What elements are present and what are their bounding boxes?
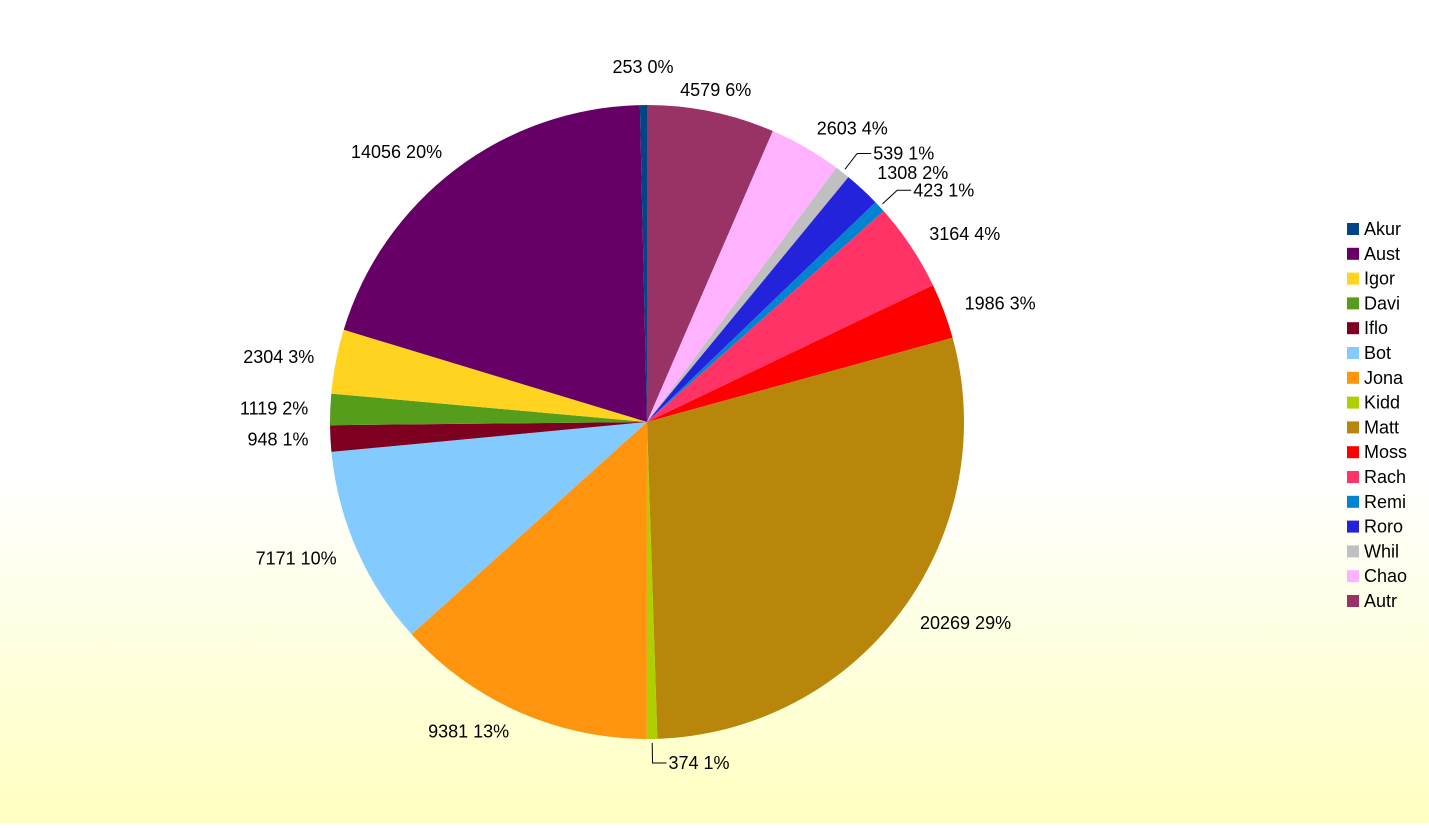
legend-label-chao: Chao xyxy=(1364,566,1407,586)
legend-item-matt: Matt xyxy=(1347,417,1399,437)
legend-swatch-kidd xyxy=(1347,396,1359,409)
legend-swatch-jona xyxy=(1347,371,1359,384)
pie-slice-igor xyxy=(331,329,647,422)
pie-slice-roro xyxy=(647,177,876,422)
legend-swatch-moss xyxy=(1347,446,1359,459)
legend-item-whil: Whil xyxy=(1347,541,1399,561)
legend-label-matt: Matt xyxy=(1364,417,1399,437)
legend: Akur Aust Igor Davi Iflo Bot Jona Kidd Matt Moss R… xyxy=(1347,219,1407,611)
legend-item-chao: Chao xyxy=(1347,566,1407,586)
legend-item-kidd: Kidd xyxy=(1347,393,1400,413)
pie-slice-kidd xyxy=(646,422,658,740)
pie-slice-chao xyxy=(647,131,837,423)
legend-swatch-remi xyxy=(1347,495,1359,508)
pie-slice-jona xyxy=(411,422,647,739)
legend-item-davi: Davi xyxy=(1347,293,1400,313)
data-label-whil: 539 1% xyxy=(873,144,934,164)
leader-lines xyxy=(651,153,912,764)
legend-item-roro: Roro xyxy=(1347,517,1403,537)
legend-item-aust: Aust xyxy=(1347,244,1400,264)
leader-line-remi xyxy=(882,189,912,205)
pie-slice-bot xyxy=(331,422,647,635)
pie-slice-rach xyxy=(647,211,933,422)
data-label-rach: 3164 4% xyxy=(929,224,1000,244)
legend-swatch-akur xyxy=(1347,223,1359,235)
legend-label-iflo: Iflo xyxy=(1364,318,1388,338)
legend-item-rach: Rach xyxy=(1347,467,1406,487)
pie-slices xyxy=(330,105,965,740)
data-label-bot: 7171 10% xyxy=(256,548,337,568)
pie-slice-whil xyxy=(647,167,849,422)
legend-label-whil: Whil xyxy=(1364,541,1399,561)
legend-label-jona: Jona xyxy=(1364,368,1404,388)
legend-label-kidd: Kidd xyxy=(1364,393,1400,413)
data-label-remi: 423 1% xyxy=(913,180,974,200)
legend-swatch-igor xyxy=(1347,272,1359,285)
legend-swatch-roro xyxy=(1347,520,1359,533)
legend-label-aust: Aust xyxy=(1364,244,1400,264)
legend-label-moss: Moss xyxy=(1364,442,1407,462)
legend-swatch-chao xyxy=(1347,570,1359,583)
legend-swatch-davi xyxy=(1347,297,1359,310)
legend-swatch-rach xyxy=(1347,471,1359,483)
pie-slice-remi xyxy=(647,202,884,422)
data-label-davi: 1119 2% xyxy=(240,399,308,419)
data-labels: 4579 6% 2603 4% 539 1%1308 2%423 1% 3164 4%… xyxy=(240,57,1036,773)
data-label-akur: 253 0% xyxy=(612,57,673,77)
pie-slice-davi xyxy=(330,393,647,426)
pie-slice-moss xyxy=(647,285,953,422)
legend-swatch-whil xyxy=(1347,545,1359,558)
legend-item-autr: Autr xyxy=(1347,591,1397,611)
legend-label-remi: Remi xyxy=(1364,492,1406,512)
pie-slice-akur xyxy=(639,105,647,422)
legend-label-roro: Roro xyxy=(1364,517,1403,537)
legend-swatch-iflo xyxy=(1347,322,1359,335)
data-label-autr: 4579 6% xyxy=(680,80,751,100)
legend-item-akur: Akur xyxy=(1347,219,1401,239)
legend-label-bot: Bot xyxy=(1364,343,1391,363)
legend-label-davi: Davi xyxy=(1364,293,1400,313)
pie-slice-iflo xyxy=(330,422,647,452)
legend-label-rach: Rach xyxy=(1364,467,1406,487)
legend-item-remi: Remi xyxy=(1347,492,1406,512)
data-label-jona: 9381 13% xyxy=(428,722,509,742)
legend-item-jona: Jona xyxy=(1347,368,1404,388)
pie-slice-matt xyxy=(647,337,965,739)
legend-item-bot: Bot xyxy=(1347,343,1391,363)
data-label-kidd: 374 1% xyxy=(669,753,730,773)
legend-item-igor: Igor xyxy=(1347,269,1395,289)
leader-line-whil xyxy=(844,153,872,170)
legend-item-moss: Moss xyxy=(1347,442,1407,462)
legend-label-igor: Igor xyxy=(1364,269,1395,289)
data-label-moss: 1986 3% xyxy=(965,293,1036,313)
legend-swatch-aust xyxy=(1347,247,1359,260)
legend-label-akur: Akur xyxy=(1364,219,1401,239)
pie-slice-aust xyxy=(343,105,647,422)
legend-label-autr: Autr xyxy=(1364,591,1397,611)
data-label-matt: 20269 29% xyxy=(920,613,1011,633)
data-label-iflo: 948 1% xyxy=(247,430,308,450)
data-label-roro: 1308 2% xyxy=(877,163,948,183)
leader-line-kidd xyxy=(651,742,667,764)
legend-swatch-matt xyxy=(1347,421,1359,434)
data-label-chao: 2603 4% xyxy=(817,119,888,139)
data-label-igor: 2304 3% xyxy=(243,347,314,367)
legend-swatch-bot xyxy=(1347,347,1359,359)
legend-item-iflo: Iflo xyxy=(1347,318,1388,338)
legend-swatch-autr xyxy=(1347,595,1359,607)
data-label-aust: 14056 20% xyxy=(351,142,442,162)
pie-slice-autr xyxy=(647,105,773,422)
